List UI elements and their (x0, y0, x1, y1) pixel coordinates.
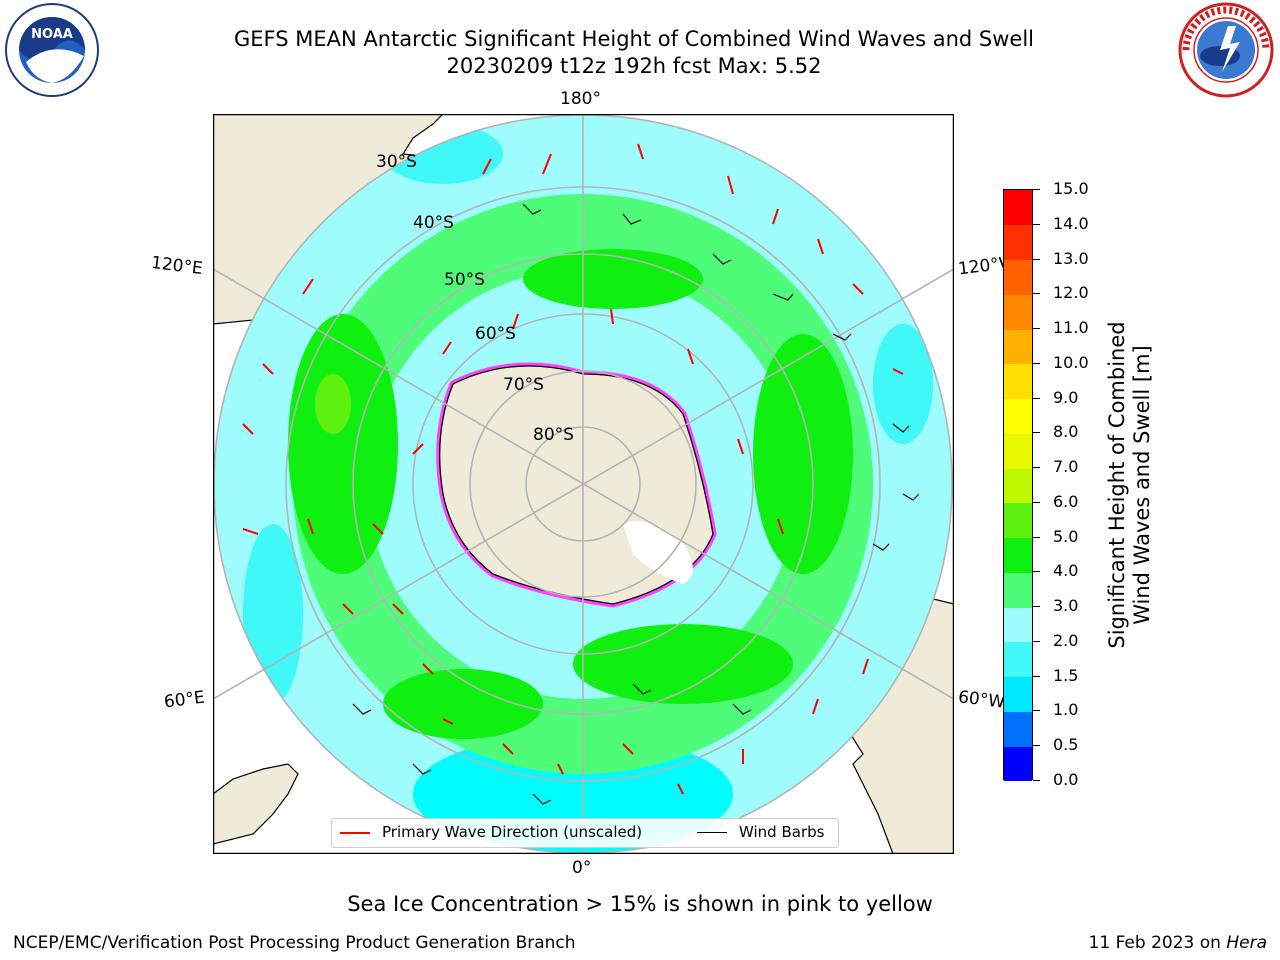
lon-label-bottom: 0° (572, 858, 592, 878)
polar-stereographic-map (213, 114, 954, 854)
colorbar-tick-label: 1.0 (1053, 700, 1079, 720)
colorbar-segment (1004, 607, 1032, 643)
colorbar-segment (1004, 363, 1032, 400)
graticule (213, 114, 954, 854)
lat-label: 70°S (503, 375, 544, 395)
colorbar-tick-mark (1033, 571, 1040, 573)
wave-direction-arrows (242, 143, 904, 795)
chart-title: GEFS MEAN Antarctic Significant Height o… (233, 27, 1035, 51)
colorbar-tick-mark (1033, 258, 1040, 260)
colorbar-tick-mark (1033, 328, 1040, 330)
colorbar (1003, 189, 1033, 782)
lat-label: 30°S (376, 152, 417, 172)
nws-logo-icon (1178, 2, 1274, 98)
colorbar-segment (1004, 746, 1032, 782)
colorbar-segment (1004, 433, 1032, 469)
colorbar-tick-mark (1033, 189, 1040, 190)
colorbar-tick-mark (1033, 467, 1040, 469)
colorbar-segment (1004, 294, 1032, 330)
colorbar-tick-label: 15.0 (1053, 179, 1089, 198)
colorbar-tick-label: 12.0 (1053, 283, 1089, 303)
lon-label-upper-left: 120°E (149, 252, 204, 280)
lon-label-lower-left: 60°E (162, 687, 206, 713)
colorbar-tick-label: 1.5 (1053, 665, 1079, 685)
colorbar-tick-label: 3.0 (1053, 596, 1079, 616)
footer-date: 11 Feb 2023 on Hera (1089, 933, 1267, 953)
colorbar-tick-mark (1033, 501, 1040, 503)
colorbar-segment (1004, 572, 1032, 608)
colorbar-segment (1004, 468, 1032, 504)
colorbar-segment (1004, 502, 1032, 539)
colorbar-segment (1004, 224, 1032, 260)
colorbar-tick-mark (1033, 640, 1040, 642)
colorbar-segment (1004, 329, 1032, 365)
colorbar-segment (1004, 537, 1032, 573)
wave-direction-legend-swatch (340, 832, 370, 834)
lon-label-lower-right: 60°W (956, 687, 1006, 713)
colorbar-segment (1004, 641, 1032, 678)
svg-text:NOAA: NOAA (31, 27, 73, 42)
colorbar-tick-label: 8.0 (1053, 422, 1079, 442)
lon-label-top: 180° (560, 89, 601, 109)
colorbar-tick-label: 0.5 (1053, 735, 1079, 755)
footer-date-text: 11 Feb 2023 on (1088, 933, 1227, 953)
colorbar-tick-mark (1033, 293, 1040, 295)
lat-label: 60°S (475, 324, 516, 344)
wind-barb-legend-swatch (697, 832, 727, 833)
colorbar-tick-label: 4.0 (1053, 561, 1079, 581)
colorbar-tick-label: 11.0 (1053, 318, 1089, 338)
colorbar-tick-label: 6.0 (1053, 491, 1079, 511)
colorbar-label-line1: Significant Height of Combined (1105, 321, 1129, 649)
lat-label: 50°S (444, 270, 485, 290)
footer-host: Hera (1226, 933, 1267, 953)
colorbar-segment (1004, 711, 1032, 747)
colorbar-tick-label: 5.0 (1053, 526, 1079, 546)
lat-label: 80°S (533, 425, 574, 445)
colorbar-tick-label: 10.0 (1053, 352, 1089, 372)
colorbar-tick-label: 13.0 (1053, 248, 1089, 268)
map-legend: Primary Wave Direction (unscaled) Wind B… (331, 818, 839, 848)
wave-direction-legend-label: Primary Wave Direction (unscaled) (382, 823, 643, 841)
colorbar-segment (1004, 676, 1032, 712)
colorbar-tick-mark (1033, 432, 1040, 434)
wind-barbs (352, 203, 920, 805)
colorbar-label: Significant Height of Combined Wind Wave… (1105, 285, 1155, 685)
colorbar-tick-mark (1033, 710, 1040, 712)
colorbar-tick-label: 0.0 (1053, 770, 1079, 789)
colorbar-tick-label: 2.0 (1053, 630, 1079, 650)
colorbar-tick-mark (1033, 780, 1040, 781)
colorbar-tick-label: 7.0 (1053, 457, 1079, 477)
colorbar-tick-mark (1033, 397, 1040, 399)
colorbar-tick-mark (1033, 675, 1040, 677)
noaa-logo-icon: NOAA (5, 3, 99, 97)
colorbar-tick-mark (1033, 223, 1040, 225)
colorbar-tick-mark (1033, 745, 1040, 747)
colorbar-label-line2: Wind Waves and Swell [m] (1130, 345, 1154, 625)
colorbar-tick-label: 14.0 (1053, 213, 1089, 233)
colorbar-segment (1004, 398, 1032, 434)
lat-label: 40°S (413, 213, 454, 233)
colorbar-tick-mark (1033, 606, 1040, 608)
footer-branch: NCEP/EMC/Verification Post Processing Pr… (13, 933, 576, 953)
colorbar-tick-mark (1033, 536, 1040, 538)
wind-barb-legend-label: Wind Barbs (739, 823, 825, 841)
colorbar-segment (1004, 190, 1032, 226)
chart-subtitle: 20230209 t12z 192h fcst Max: 5.52 (446, 54, 822, 78)
colorbar-tick-mark (1033, 362, 1040, 364)
colorbar-tick-label: 9.0 (1053, 387, 1079, 407)
sea-ice-note: Sea Ice Concentration > 15% is shown in … (347, 892, 933, 916)
colorbar-segment (1004, 259, 1032, 295)
